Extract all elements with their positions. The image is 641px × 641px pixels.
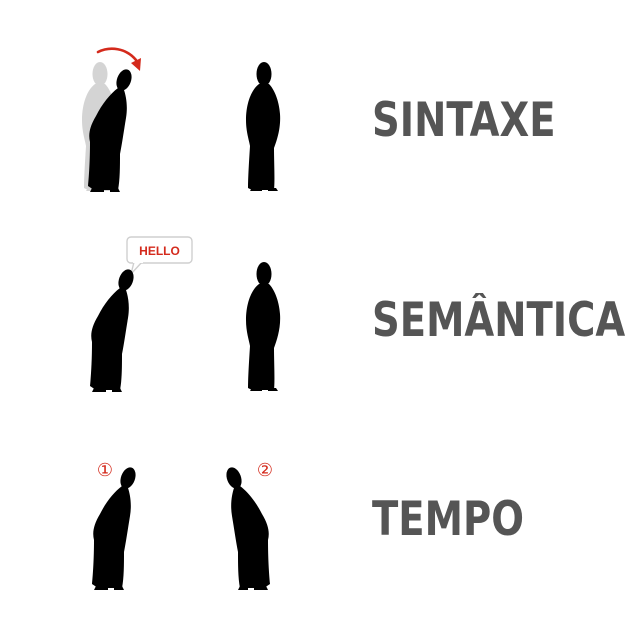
arrow-head-icon xyxy=(131,58,141,71)
speech-bubble-text: HELLO xyxy=(139,244,180,258)
row-label-timing: TEMPO xyxy=(372,492,524,547)
row-label-syntax: SINTAXE xyxy=(372,93,556,148)
bow-motion-arrow-icon xyxy=(96,47,138,62)
row-3-figures: ① ② xyxy=(92,460,273,590)
speech-bubble: HELLO xyxy=(126,236,193,275)
row-1-figures xyxy=(82,47,281,192)
bowing-figure-right xyxy=(223,465,270,590)
row-2-figures: HELLO xyxy=(90,236,281,392)
row-label-semantics: SEMÂNTICA xyxy=(372,293,626,348)
standing-figure-right xyxy=(246,262,281,391)
bowing-figure-left xyxy=(92,465,139,590)
bowing-figure-left xyxy=(90,267,137,392)
order-mark-first: ① xyxy=(97,460,113,481)
order-mark-second: ② xyxy=(257,460,273,481)
standing-figure-right xyxy=(246,62,281,191)
